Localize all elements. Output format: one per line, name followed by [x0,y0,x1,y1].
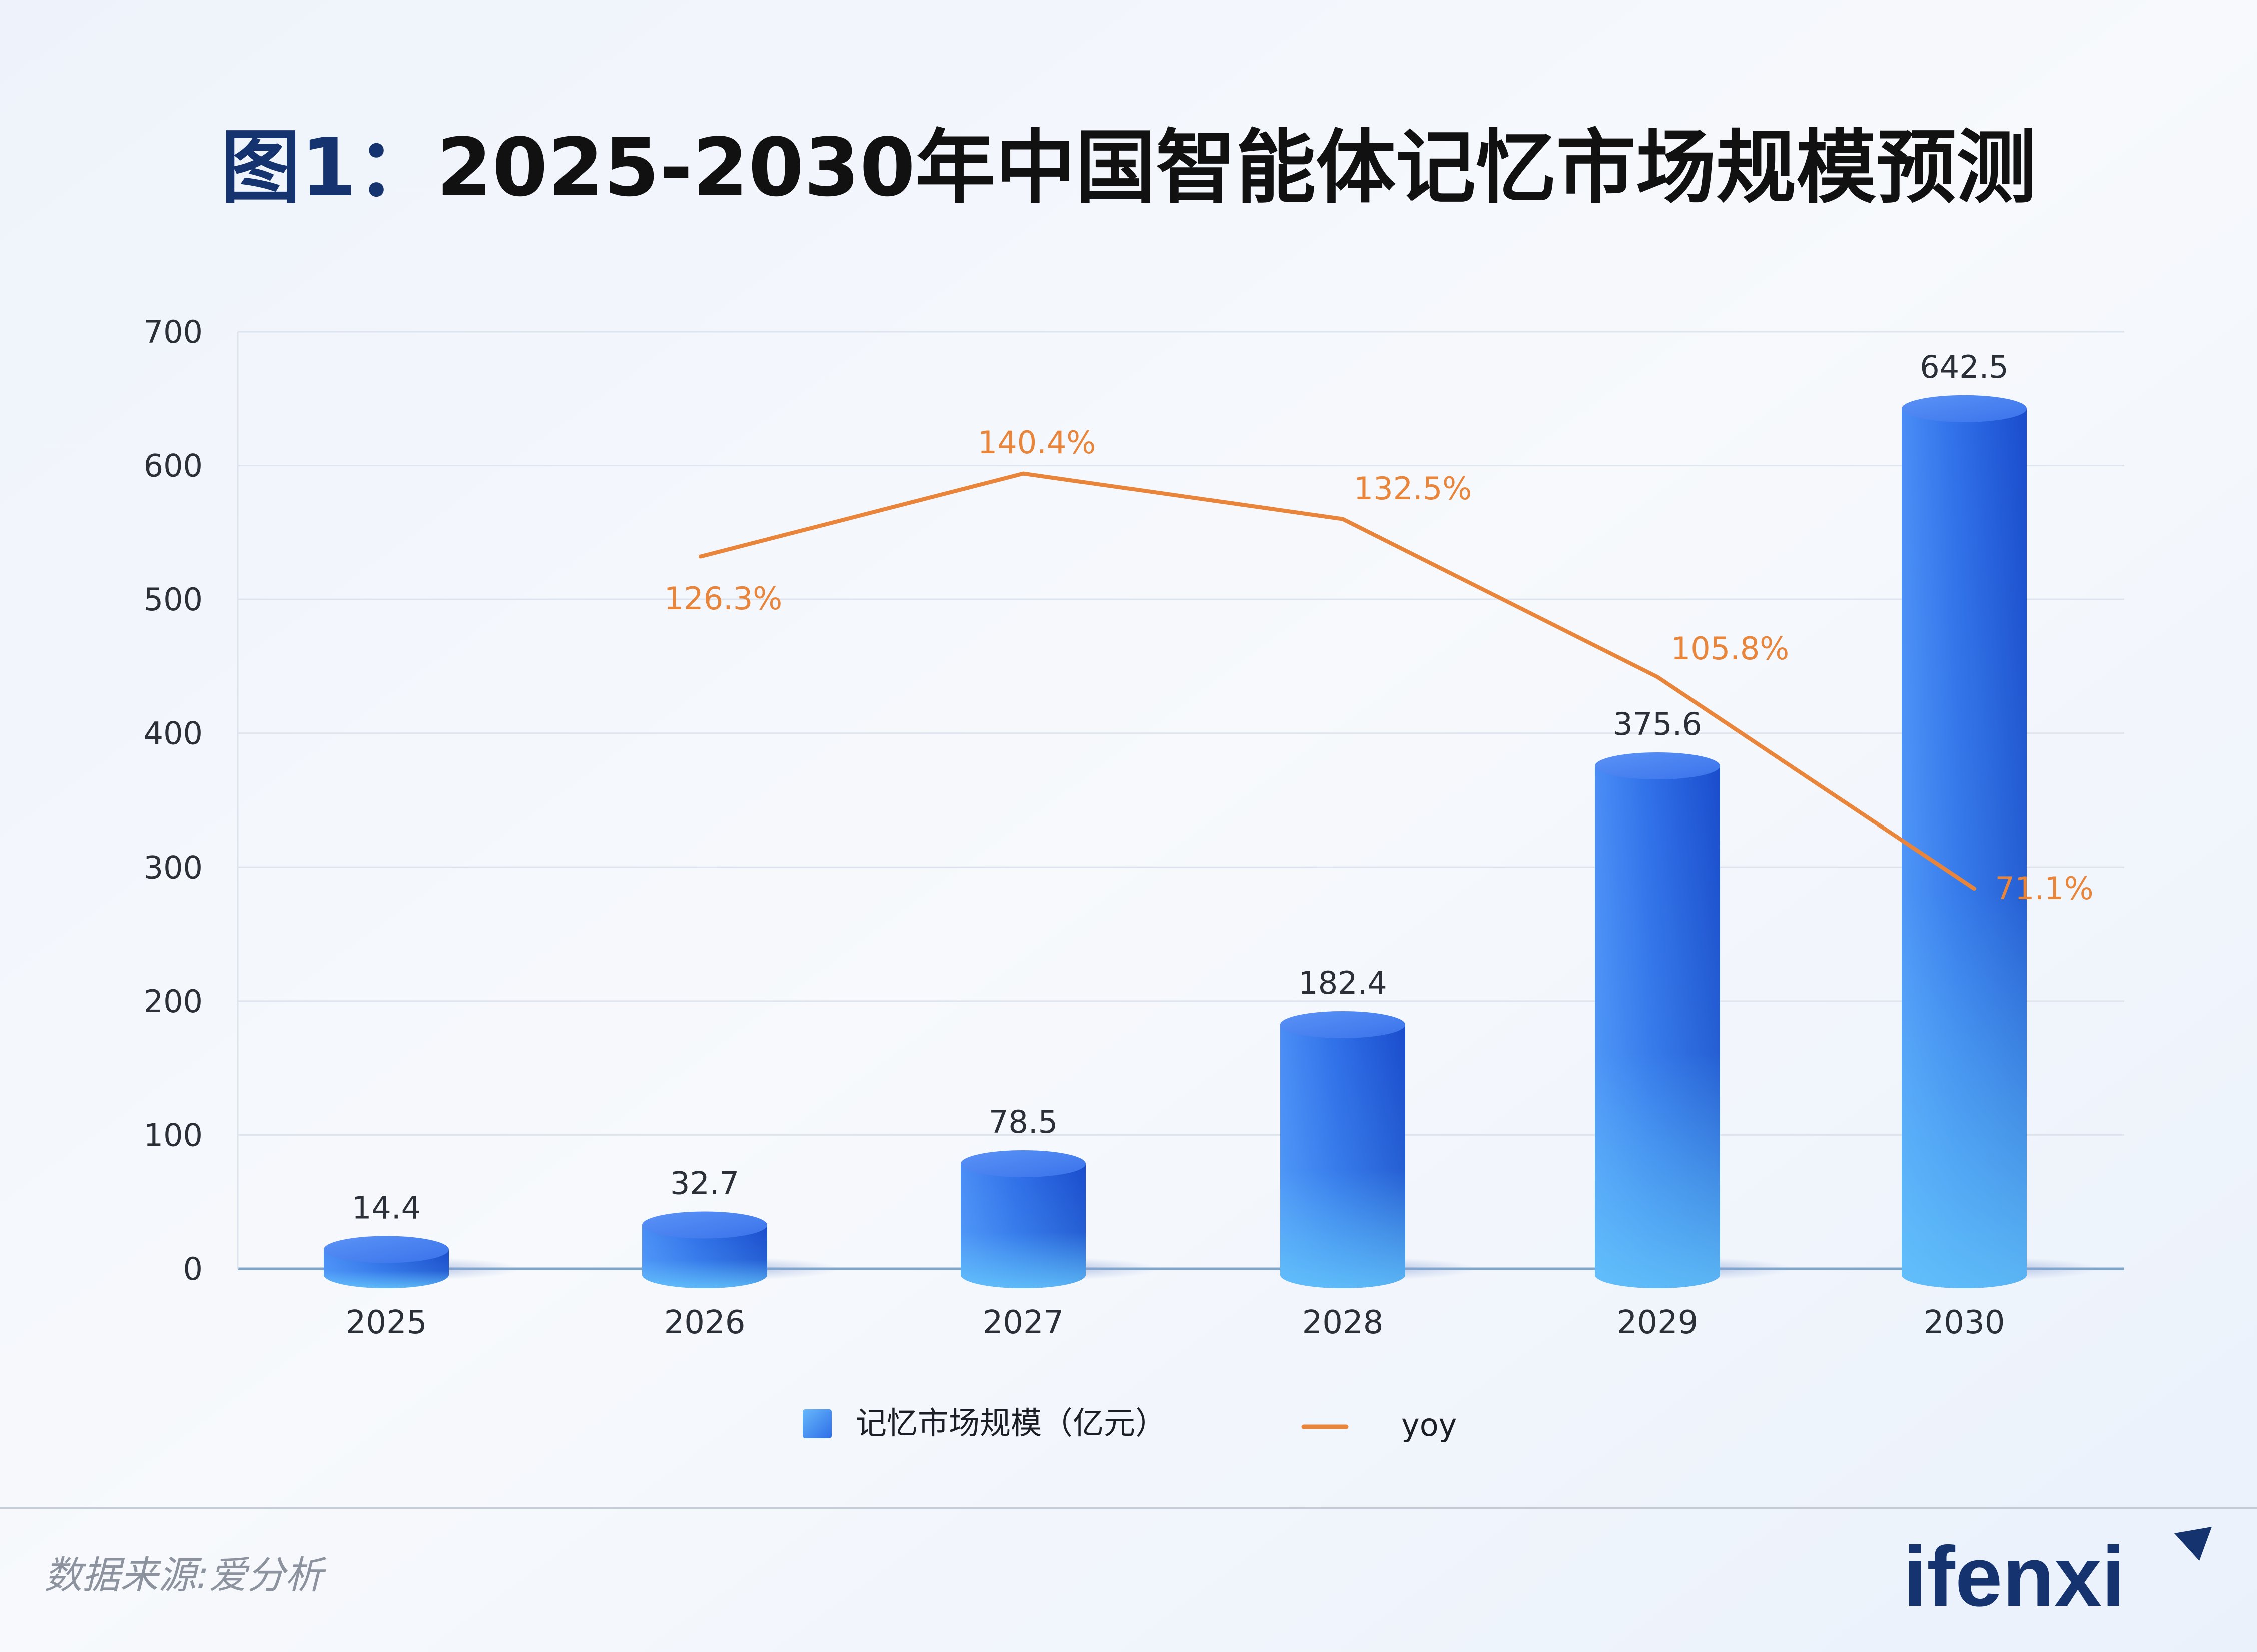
bar-value-label: 642.5 [1920,349,2009,385]
x-tick-label: 2026 [664,1304,746,1341]
y-tick-label: 400 [144,715,203,752]
yoy-value-label: 105.8% [1671,630,1789,667]
y-axis-ticks: 0 100 200 300 400 500 600 700 [144,314,203,1287]
y-tick-label: 600 [144,448,203,484]
bar-top-cap [1595,752,1720,780]
y-tick-label: 700 [144,314,203,350]
bar-body-highlight [1902,408,2027,1289]
bar-body-highlight [1595,766,1720,1288]
source-note: 数据来源:爱分析 [44,1553,327,1597]
logo-wordmark: ifenxi [1903,1529,2125,1624]
y-tick-label: 200 [144,983,203,1020]
bar-2028: 182.4 [1280,965,1477,1288]
x-tick-label: 2030 [1924,1304,2005,1341]
y-tick-label: 300 [144,849,203,886]
y-tick-label: 0 [183,1251,203,1287]
bar-2026: 32.7 [642,1165,839,1288]
chart-title: 图1：2025-2030年中国智能体记忆市场规模预测 [221,121,2036,214]
x-tick-label: 2025 [346,1304,427,1341]
x-axis-ticks: 2025 2026 2027 2028 2029 2030 [346,1304,2005,1341]
bar-top-cap [642,1211,767,1239]
yoy-value-label: 132.5% [1354,470,1472,507]
x-tick-label: 2029 [1617,1304,1699,1341]
grid [237,331,2124,1270]
yoy-value-label: 71.1% [1995,870,2094,907]
bar-top-cap [324,1236,449,1263]
y-tick-label: 100 [144,1117,203,1153]
yoy-value-label: 126.3% [664,580,782,617]
bar-value-label: 182.4 [1298,965,1387,1001]
bar-top-cap [1902,395,2027,422]
bar-2030: 642.5 [1902,349,2098,1289]
legend-bar-label: 记忆市场规模（亿元） [856,1405,1166,1441]
x-tick-label: 2027 [983,1304,1064,1341]
bar-2025: 14.4 [324,1189,520,1288]
legend-line-label: yoy [1401,1407,1457,1443]
legend: 记忆市场规模（亿元） yoy [803,1405,1457,1443]
yoy-value-label: 140.4% [978,424,1096,461]
bar-top-cap [1280,1011,1405,1038]
y-tick-label: 500 [144,581,203,618]
yoy-line [699,471,1976,891]
yoy-line-series: 126.3% 140.4% 132.5% 105.8% 71.1% [664,424,2094,907]
bar-value-label: 14.4 [352,1189,421,1226]
bar-value-label: 32.7 [670,1165,739,1202]
bar-2027: 78.5 [961,1104,1158,1288]
bar-body-highlight [642,1225,767,1288]
bar-body-highlight [961,1163,1086,1288]
bar-value-label: 78.5 [989,1104,1058,1140]
title-colon: ： [356,121,436,214]
bar-value-label: 375.6 [1613,706,1702,742]
bar-series: 14.4 32.7 78.5 182.4 375.6 642.5 [324,349,2098,1289]
title-main: 2025-2030年中国智能体记忆市场规模预测 [436,121,2036,214]
title-prefix: 图1 [221,121,356,214]
bar-top-cap [961,1150,1086,1177]
bar-body-highlight [1280,1024,1405,1288]
bar-2029: 375.6 [1595,706,1792,1288]
logo-arrow-icon [2174,1527,2212,1561]
ifenxi-logo: ifenxi [1903,1527,2212,1624]
legend-bar-swatch [803,1409,832,1438]
x-tick-label: 2028 [1302,1304,1384,1341]
